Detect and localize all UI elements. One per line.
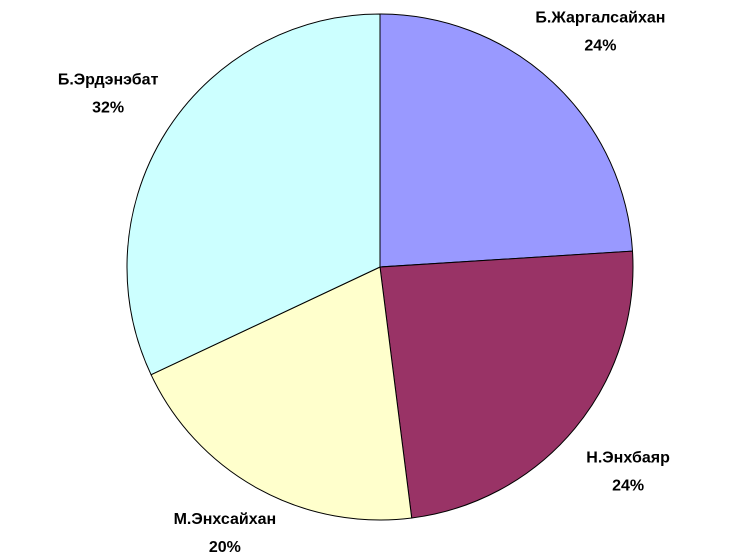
slice-label: Б.Жаргалсайхан bbox=[535, 9, 665, 26]
slice-value-label: 24% bbox=[612, 477, 644, 494]
pie-slice bbox=[126, 13, 381, 376]
pie-slice bbox=[379, 13, 634, 268]
slice-label: Н.Энхбаяр bbox=[586, 449, 670, 466]
slice-label: Б.Эрдэнэбат bbox=[58, 72, 159, 89]
pie-slice bbox=[150, 266, 413, 521]
slice-label: М.Энхсайхан bbox=[174, 511, 277, 528]
pie-slice bbox=[379, 250, 634, 519]
slice-value-label: 20% bbox=[209, 539, 241, 556]
slice-value-label: 24% bbox=[584, 37, 616, 54]
slice-value-label: 32% bbox=[92, 100, 124, 117]
